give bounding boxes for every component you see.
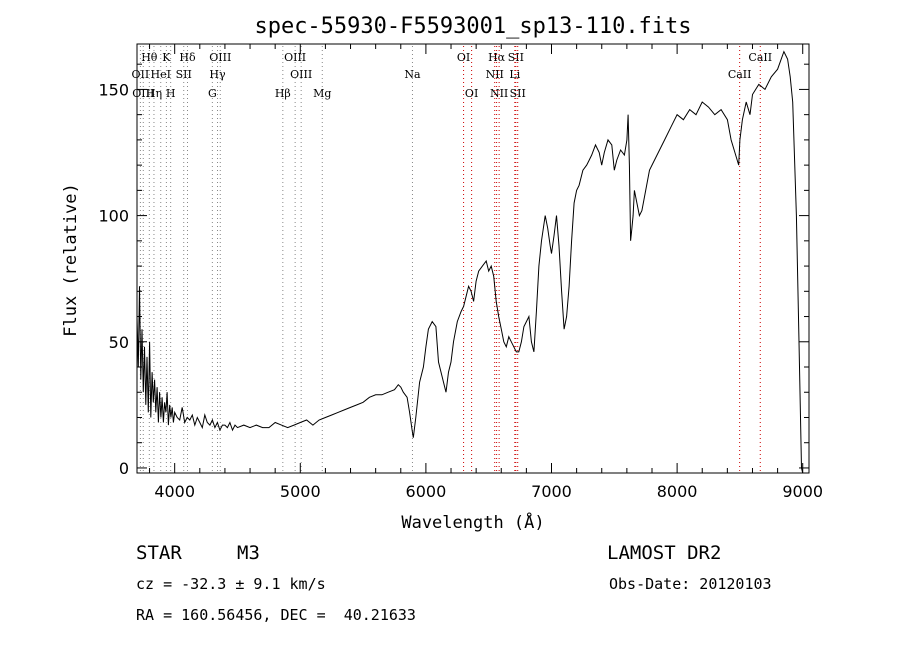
- x-tick-label: 7000: [531, 482, 572, 501]
- spectral-line-label: OIII: [132, 87, 154, 100]
- spectral-line-label: G: [208, 87, 217, 100]
- spectral-line-label: OI: [457, 51, 470, 64]
- spectral-line-label: K: [162, 51, 171, 64]
- spectral-line-label: Hα: [488, 51, 506, 64]
- object-class: STAR: [136, 542, 182, 564]
- spectral-line-label: OI: [465, 87, 478, 100]
- survey-name: LAMOST DR2: [607, 542, 722, 564]
- spectral-line-label: OII: [132, 68, 150, 81]
- object-subclass: M3: [237, 542, 260, 564]
- plot-frame: [136, 43, 810, 474]
- spectral-line-label: NII: [486, 68, 504, 81]
- x-tick-label: 5000: [280, 482, 321, 501]
- spectral-line-label: Mg: [313, 87, 331, 100]
- spectral-line-label: Hη: [146, 87, 162, 100]
- spectral-line-label: HeI: [151, 68, 171, 81]
- y-tick-label: 0: [119, 459, 129, 478]
- ticks-layer: 4000 5000 6000 7000 8000 9000 0 50 100 150: [98, 44, 823, 501]
- spectral-line-label: Hδ: [179, 51, 196, 64]
- spectral-line-label: Li: [509, 68, 520, 81]
- redshift-velocity: cz = -32.3 ± 9.1 km/s: [136, 575, 326, 593]
- spectral-line-label: Hγ: [209, 68, 226, 81]
- observation-date: Obs-Date: 20120103: [609, 575, 772, 593]
- spectral-line-label: CaII: [728, 68, 752, 81]
- spectral-line-label: OIII: [290, 68, 312, 81]
- x-tick-label: 4000: [154, 482, 195, 501]
- spectral-line-label: H: [166, 87, 176, 100]
- spectral-line-label: SII: [176, 68, 192, 81]
- coordinates: RA = 160.56456, DEC = 40.21633: [136, 606, 416, 624]
- spectral-line-label: NII: [490, 87, 508, 100]
- y-tick-label: 50: [109, 333, 129, 352]
- series-layer: [136, 50, 804, 474]
- spectrum-line: [136, 50, 804, 474]
- y-tick-label: 100: [98, 207, 129, 226]
- x-axis-label: Wavelength (Å): [401, 511, 544, 533]
- spectral-line-label: SII: [508, 51, 524, 64]
- chart-title: spec-55930-F5593001_sp13-110.fits: [254, 14, 691, 39]
- x-tick-label: 9000: [782, 482, 823, 501]
- y-tick-label: 150: [98, 80, 129, 99]
- y-axis-label: Flux (relative): [61, 183, 81, 337]
- x-tick-label: 6000: [406, 482, 447, 501]
- spectral-line-label: CaII: [748, 51, 772, 64]
- spectral-line-label: OIII: [284, 51, 306, 64]
- spectral-line-label: SII: [510, 87, 526, 100]
- spectral-line-label: OIII: [209, 51, 231, 64]
- x-tick-label: 8000: [657, 482, 698, 501]
- spectral-line-label: Hβ: [275, 87, 291, 100]
- spectral-line-label: Na: [404, 68, 421, 81]
